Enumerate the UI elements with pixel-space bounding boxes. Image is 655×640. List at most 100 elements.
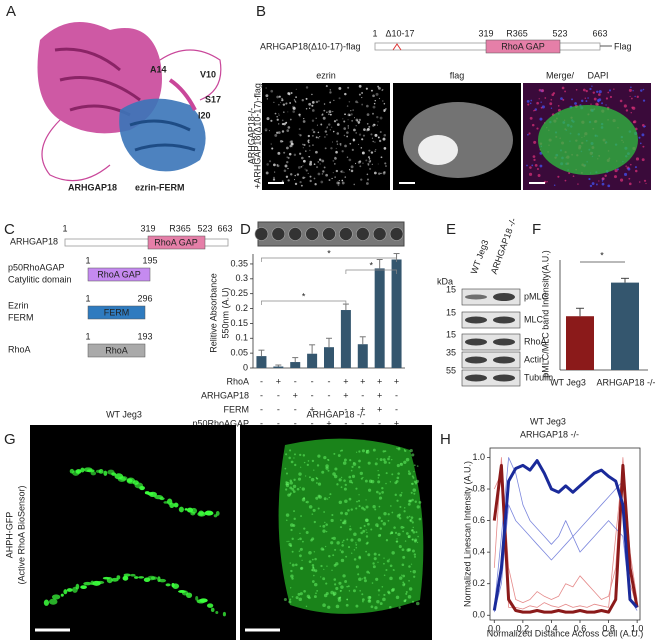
speckle	[347, 86, 350, 89]
speckle	[321, 470, 325, 474]
speckle	[645, 182, 647, 185]
speckle	[642, 88, 645, 91]
speckle	[317, 482, 322, 486]
speckle	[363, 576, 367, 580]
speckle	[585, 100, 588, 102]
x-tick-label: 0.6	[574, 623, 587, 633]
speckle	[326, 133, 328, 136]
speckle	[329, 113, 332, 116]
condition-sign: -	[328, 376, 331, 386]
speckle	[358, 494, 360, 496]
speckle	[371, 163, 373, 165]
speckle	[367, 599, 372, 603]
speckle	[290, 569, 293, 573]
speckle	[291, 142, 294, 145]
speckle	[529, 102, 532, 105]
speckle	[326, 498, 329, 500]
speckle	[333, 99, 335, 101]
speckle	[312, 566, 315, 569]
speckle	[371, 89, 373, 92]
speckle	[358, 499, 361, 502]
speckle	[348, 169, 351, 171]
speckle	[539, 117, 543, 121]
fluorescent-spot	[83, 581, 92, 586]
speckle	[627, 167, 631, 171]
y-tick-label: 0.2	[472, 578, 485, 588]
speckle	[400, 463, 402, 465]
fluorescent-spot	[80, 585, 87, 590]
bar	[324, 347, 334, 368]
speckle	[415, 531, 418, 534]
speckle	[278, 123, 280, 125]
speckle	[288, 600, 292, 604]
speckle	[343, 134, 346, 137]
speckle	[526, 164, 528, 167]
speckle	[330, 518, 334, 523]
speckle	[362, 134, 366, 137]
speckle	[373, 552, 377, 556]
speckle	[529, 166, 532, 169]
speckle	[402, 555, 406, 559]
fluorescent-spot	[206, 603, 214, 608]
fluorescent-spot	[111, 577, 119, 582]
speckle	[405, 592, 408, 595]
band	[493, 293, 515, 301]
speckle	[289, 562, 291, 564]
speckle	[546, 181, 548, 183]
speckle	[406, 516, 409, 519]
speckle	[368, 125, 371, 128]
speckle	[340, 486, 343, 489]
speckle	[619, 178, 624, 182]
speckle	[598, 180, 600, 182]
significance-label: *	[327, 248, 331, 258]
speckle	[394, 493, 397, 497]
speckle	[414, 500, 417, 503]
speckle	[281, 180, 284, 183]
speckle	[305, 97, 308, 100]
speckle	[315, 482, 318, 484]
speckle	[286, 540, 288, 543]
speckle	[355, 132, 357, 134]
speckle	[318, 100, 320, 102]
speckle	[356, 120, 359, 122]
condition-sign: -	[311, 390, 314, 400]
speckle	[402, 581, 405, 584]
speckle	[349, 142, 352, 145]
speckle	[292, 106, 296, 110]
speckle	[365, 499, 367, 501]
speckle	[287, 179, 290, 182]
speckle	[315, 592, 317, 595]
speckle	[332, 554, 335, 557]
condition-sign: +	[276, 376, 281, 386]
well	[305, 227, 319, 241]
speckle	[313, 582, 318, 587]
speckle	[347, 127, 349, 129]
speckle	[372, 105, 376, 109]
speckle	[365, 87, 368, 90]
speckle	[367, 162, 370, 166]
speckle	[557, 175, 560, 178]
speckle	[614, 169, 618, 173]
speckle	[412, 476, 415, 479]
speckle	[326, 565, 328, 567]
fluorescent-spot	[75, 583, 80, 590]
speckle	[339, 526, 343, 529]
speckle	[289, 587, 292, 589]
speckle	[319, 525, 322, 528]
speckle	[276, 118, 279, 121]
speckle	[330, 541, 334, 545]
speckle	[403, 460, 407, 464]
speckle	[592, 91, 596, 94]
speckle	[582, 88, 586, 92]
speckle	[335, 586, 339, 591]
speckle	[413, 471, 415, 473]
position: 663	[592, 28, 607, 38]
fluorescent-spot	[51, 594, 61, 600]
band	[465, 356, 487, 364]
speckle	[396, 476, 400, 480]
speckle	[539, 164, 543, 168]
speckle	[311, 104, 314, 107]
speckle	[336, 123, 340, 126]
lane-label: ARHGAP18 -/-	[489, 217, 519, 276]
